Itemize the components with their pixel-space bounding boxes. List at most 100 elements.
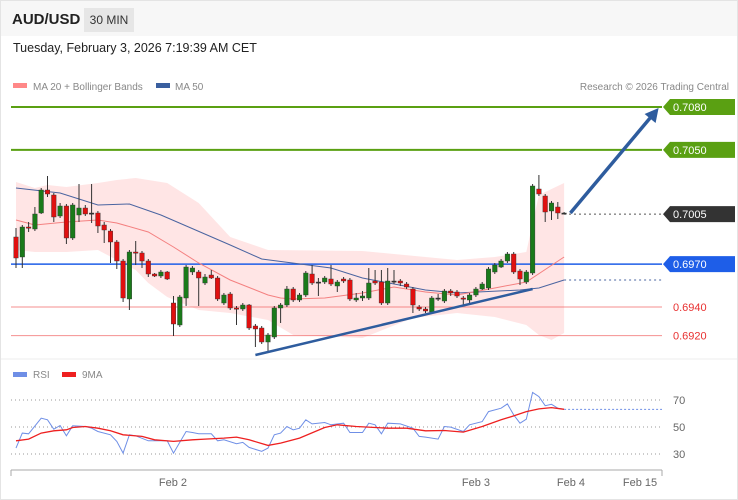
ma50-legend-label: MA 50 [175,82,204,93]
ma50-legend-swatch [156,83,170,88]
candle [126,251,132,300]
candle [120,260,126,299]
ma9-legend-label: 9MA [82,370,103,381]
price-labels: 0.7080 0.7050 0.7005 0.6970 0.6940 0.6920 [663,99,735,343]
annotations [255,108,659,357]
ma50-line [15,187,565,294]
candle [441,290,447,302]
candle [101,224,107,231]
candle [82,207,88,215]
level-label: 0.6920 [673,331,707,343]
timeframe-button[interactable]: 30 MIN [84,8,134,32]
candle [189,267,195,273]
candle [448,290,454,294]
candle [460,297,466,300]
bollinger-band-fill [16,178,565,340]
rsi-legend-swatch [13,372,27,377]
candle [549,202,555,212]
rsi-panel: 70 50 30 [11,391,685,461]
candle [517,270,523,280]
candle [70,204,76,239]
level-label-box [663,141,735,158]
level-label: 0.7050 [673,145,707,157]
candle [164,271,170,280]
candle [252,325,258,330]
candle [227,293,233,309]
candle [334,281,340,287]
candle [309,273,315,284]
rsi-tick-label: 70 [673,395,685,407]
x-tick-label: Feb 3 [462,477,490,489]
candle [322,277,328,283]
candle [492,264,498,273]
header-bar: AUD/USD 30 MIN [1,1,737,36]
candle [435,297,441,300]
candle [183,266,189,299]
candle [429,297,435,313]
candle [530,185,536,274]
candle [416,306,422,310]
candle [45,189,51,195]
candle [107,230,113,243]
candle [366,282,372,299]
candle [467,294,473,301]
level-label-box [663,256,735,273]
ma20-line [15,219,565,300]
candle [504,253,510,262]
candle [328,278,334,285]
candle [454,291,460,297]
candle [208,274,214,279]
candle [278,304,284,309]
candle [511,253,517,273]
candle [353,297,359,301]
level-label: 0.7080 [673,102,707,114]
candle [523,271,529,283]
level-label-box [663,99,735,115]
candle [114,241,120,262]
x-tick-label: Feb 15 [623,477,657,489]
forecast-arrow [569,113,654,215]
candle [63,205,69,239]
candle [486,268,492,289]
candle [284,288,290,306]
candle [341,278,347,282]
candle [19,226,25,258]
x-tick-label: Feb 4 [557,477,585,489]
candle [145,260,151,275]
candle [561,212,567,215]
candle [152,273,158,277]
candle [423,308,429,312]
ma20-legend-swatch [13,83,27,88]
candle [95,212,101,227]
candle [303,272,309,296]
candle [13,236,19,259]
level-label-box [663,206,735,223]
candle [498,260,504,268]
candle [290,288,296,301]
rsi-tick-label: 50 [673,422,685,434]
x-tick-label: Feb 2 [159,477,187,489]
rsi-legend-label: RSI [33,370,50,381]
level-label: 0.6970 [673,259,707,271]
candle [177,296,183,326]
support-trendline [255,287,533,357]
ma20-legend-label: MA 20 + Bollinger Bands [33,82,143,93]
level-label: 0.7005 [673,209,707,221]
candle [372,280,378,284]
candle [347,279,353,300]
credit-text: Research © 2026 Trading Central [580,82,729,93]
candle [26,226,32,229]
candle [265,334,271,343]
candle [202,276,208,284]
ma9-legend-swatch [62,372,76,377]
candle [542,195,548,213]
candle [57,205,63,217]
candle [397,280,403,284]
candle [555,206,561,214]
candle [240,304,246,310]
candle [32,213,38,230]
candle [233,307,239,310]
rsi-tick-label: 30 [673,449,685,461]
candle [271,307,277,338]
